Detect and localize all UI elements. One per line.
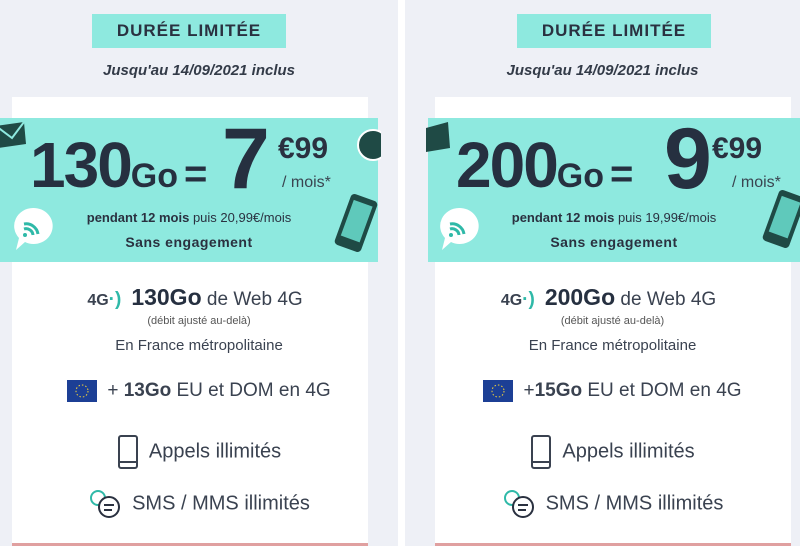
card-bottom-edge (435, 543, 791, 546)
price-banner: 200Go = 9 €99 / mois* pendant 12 mois pui… (426, 111, 800, 262)
web-suffix: de Web 4G (201, 289, 303, 310)
calls-feature: Appels illimités (0, 434, 398, 470)
eu-data-feature: +15Go EU et DOM en 4G (415, 380, 800, 402)
eu-prefix: + (523, 380, 535, 402)
phone-icon (117, 435, 138, 469)
limited-badge: DURÉE LIMITÉE (92, 14, 286, 48)
signal-icon: ·) (522, 289, 535, 310)
envelope-icon (426, 122, 450, 152)
promo-duration: pendant 12 mois puis 19,99€/mois (428, 210, 800, 225)
sms-label: SMS / MMS illimités (545, 492, 724, 515)
wifi-bubble-icon (14, 207, 53, 250)
web-zone: En France métropolitaine (115, 337, 283, 354)
eu-prefix: + (107, 380, 124, 402)
wifi-bubble-icon (440, 207, 479, 250)
4g-label: 4G (500, 292, 523, 309)
validity-date: Jusqu'au 14/09/2021 inclus (103, 62, 295, 79)
eu-flag-icon (67, 380, 98, 402)
price-banner: 130Go = 7 €99 / mois* pendant 12 mois pui… (0, 111, 381, 262)
validity-date: Jusqu'au 14/09/2021 inclus (506, 62, 699, 79)
web-zone: En France métropolitaine (528, 337, 697, 354)
web-data-feature: 4G·) 130Go de Web 4G (0, 284, 394, 311)
web-note: (débit ajusté au-delà) (147, 315, 251, 327)
signal-icon: ·) (108, 289, 122, 310)
price-period: / mois* (732, 174, 781, 191)
offer-panel-130go[interactable]: DURÉE LIMITÉE Jusqu'au 14/09/2021 inclus… (0, 0, 398, 546)
smartphone-icon (762, 189, 800, 249)
limited-badge: DURÉE LIMITÉE (517, 14, 711, 48)
phone-icon (531, 435, 552, 469)
data-amount: 130 (30, 129, 133, 201)
web-suffix: de Web 4G (615, 289, 717, 310)
commitment: Sans engagement (550, 234, 678, 250)
web-amount: 130Go (131, 284, 202, 310)
envelope-icon (0, 122, 26, 148)
chat-icon (503, 490, 534, 518)
card-bottom-edge (12, 543, 368, 546)
price-integer: 9 (664, 111, 712, 207)
eu-suffix: EU et DOM en 4G (582, 380, 742, 402)
calls-label: Appels illimités (562, 440, 695, 463)
equals-sign: = (184, 152, 208, 196)
offer-panel-200go[interactable]: DURÉE LIMITÉE Jusqu'au 14/09/2021 inclus… (405, 0, 800, 546)
smartphone-icon (334, 193, 378, 253)
data-unit: Go (130, 157, 178, 195)
eu-suffix: EU et DOM en 4G (171, 380, 331, 402)
duration-bold: pendant 12 mois (86, 210, 190, 225)
price-cents: €99 (278, 132, 329, 165)
sms-feature: SMS / MMS illimités (415, 488, 800, 520)
promo-duration: pendant 12 mois puis 20,99€/mois (0, 210, 378, 225)
price-cents: €99 (712, 132, 763, 165)
commitment: Sans engagement (125, 234, 253, 250)
price-after: puis 19,99€/mois (614, 210, 717, 225)
4g-label: 4G (87, 292, 109, 309)
data-unit: Go (556, 157, 604, 195)
eu-flag-icon (483, 380, 514, 402)
calls-label: Appels illimités (148, 440, 282, 463)
price-integer: 7 (222, 111, 270, 207)
price-after: puis 20,99€/mois (189, 210, 292, 225)
chat-icon (90, 490, 121, 518)
web-amount: 200Go (544, 284, 616, 310)
chat-bubble-icon (357, 129, 381, 161)
equals-sign: = (610, 152, 634, 196)
data-amount: 200 (456, 129, 559, 201)
web-data-feature: 4G·) 200Go de Web 4G (411, 284, 800, 311)
duration-bold: pendant 12 mois (511, 210, 615, 225)
web-note: (débit ajusté au-delà) (560, 315, 665, 327)
eu-amount: 15Go (534, 380, 583, 402)
sms-feature: SMS / MMS illimités (0, 488, 398, 520)
eu-amount: 13Go (123, 380, 172, 402)
price-period: / mois* (282, 174, 331, 191)
sms-label: SMS / MMS illimités (132, 492, 310, 515)
eu-data-feature: + 13Go EU et DOM en 4G (0, 380, 398, 402)
calls-feature: Appels illimités (415, 434, 800, 470)
